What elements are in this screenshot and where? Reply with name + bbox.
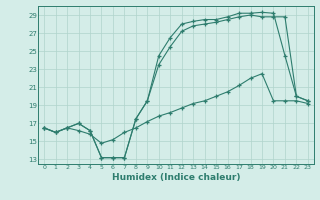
X-axis label: Humidex (Indice chaleur): Humidex (Indice chaleur)	[112, 173, 240, 182]
